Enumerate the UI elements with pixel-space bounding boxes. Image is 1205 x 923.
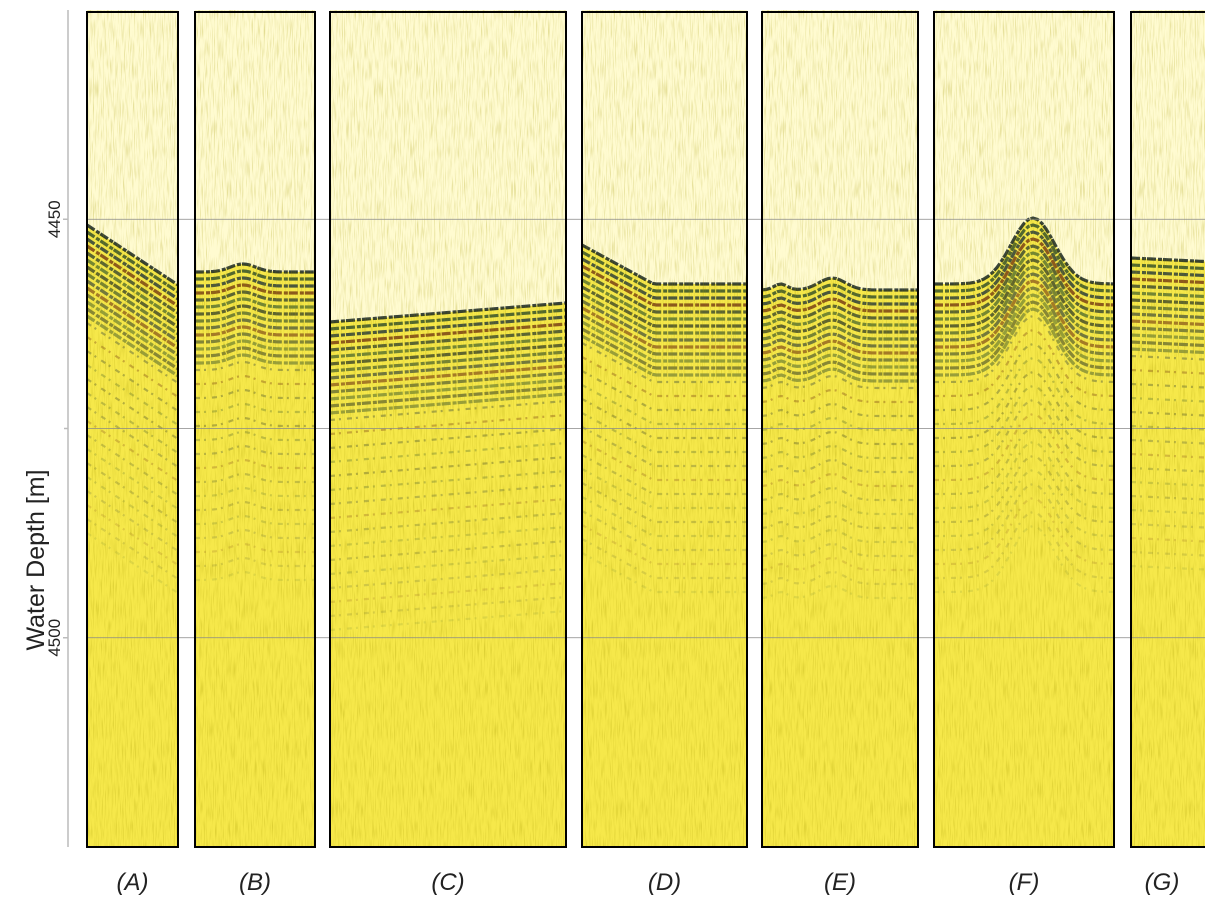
panel-border bbox=[933, 11, 1115, 848]
panel-label: (G) bbox=[1145, 869, 1180, 896]
panel-border bbox=[761, 11, 919, 848]
panel-label: (C) bbox=[431, 869, 464, 896]
panel-label: (D) bbox=[648, 869, 681, 896]
panel-label: (A) bbox=[117, 869, 149, 896]
panel-label: (F) bbox=[1009, 869, 1040, 896]
panel-label: (B) bbox=[239, 869, 271, 896]
panel-label: (E) bbox=[824, 869, 856, 896]
y-tick-label: 4500 bbox=[45, 619, 64, 657]
panel-border bbox=[194, 11, 316, 848]
panel-border bbox=[1130, 11, 1205, 848]
panel-border bbox=[329, 11, 567, 848]
panel-border bbox=[86, 11, 179, 848]
panel-border bbox=[581, 11, 748, 848]
y-tick-label: 4450 bbox=[45, 200, 64, 238]
y-axis-label: Water Depth [m] bbox=[22, 469, 50, 650]
